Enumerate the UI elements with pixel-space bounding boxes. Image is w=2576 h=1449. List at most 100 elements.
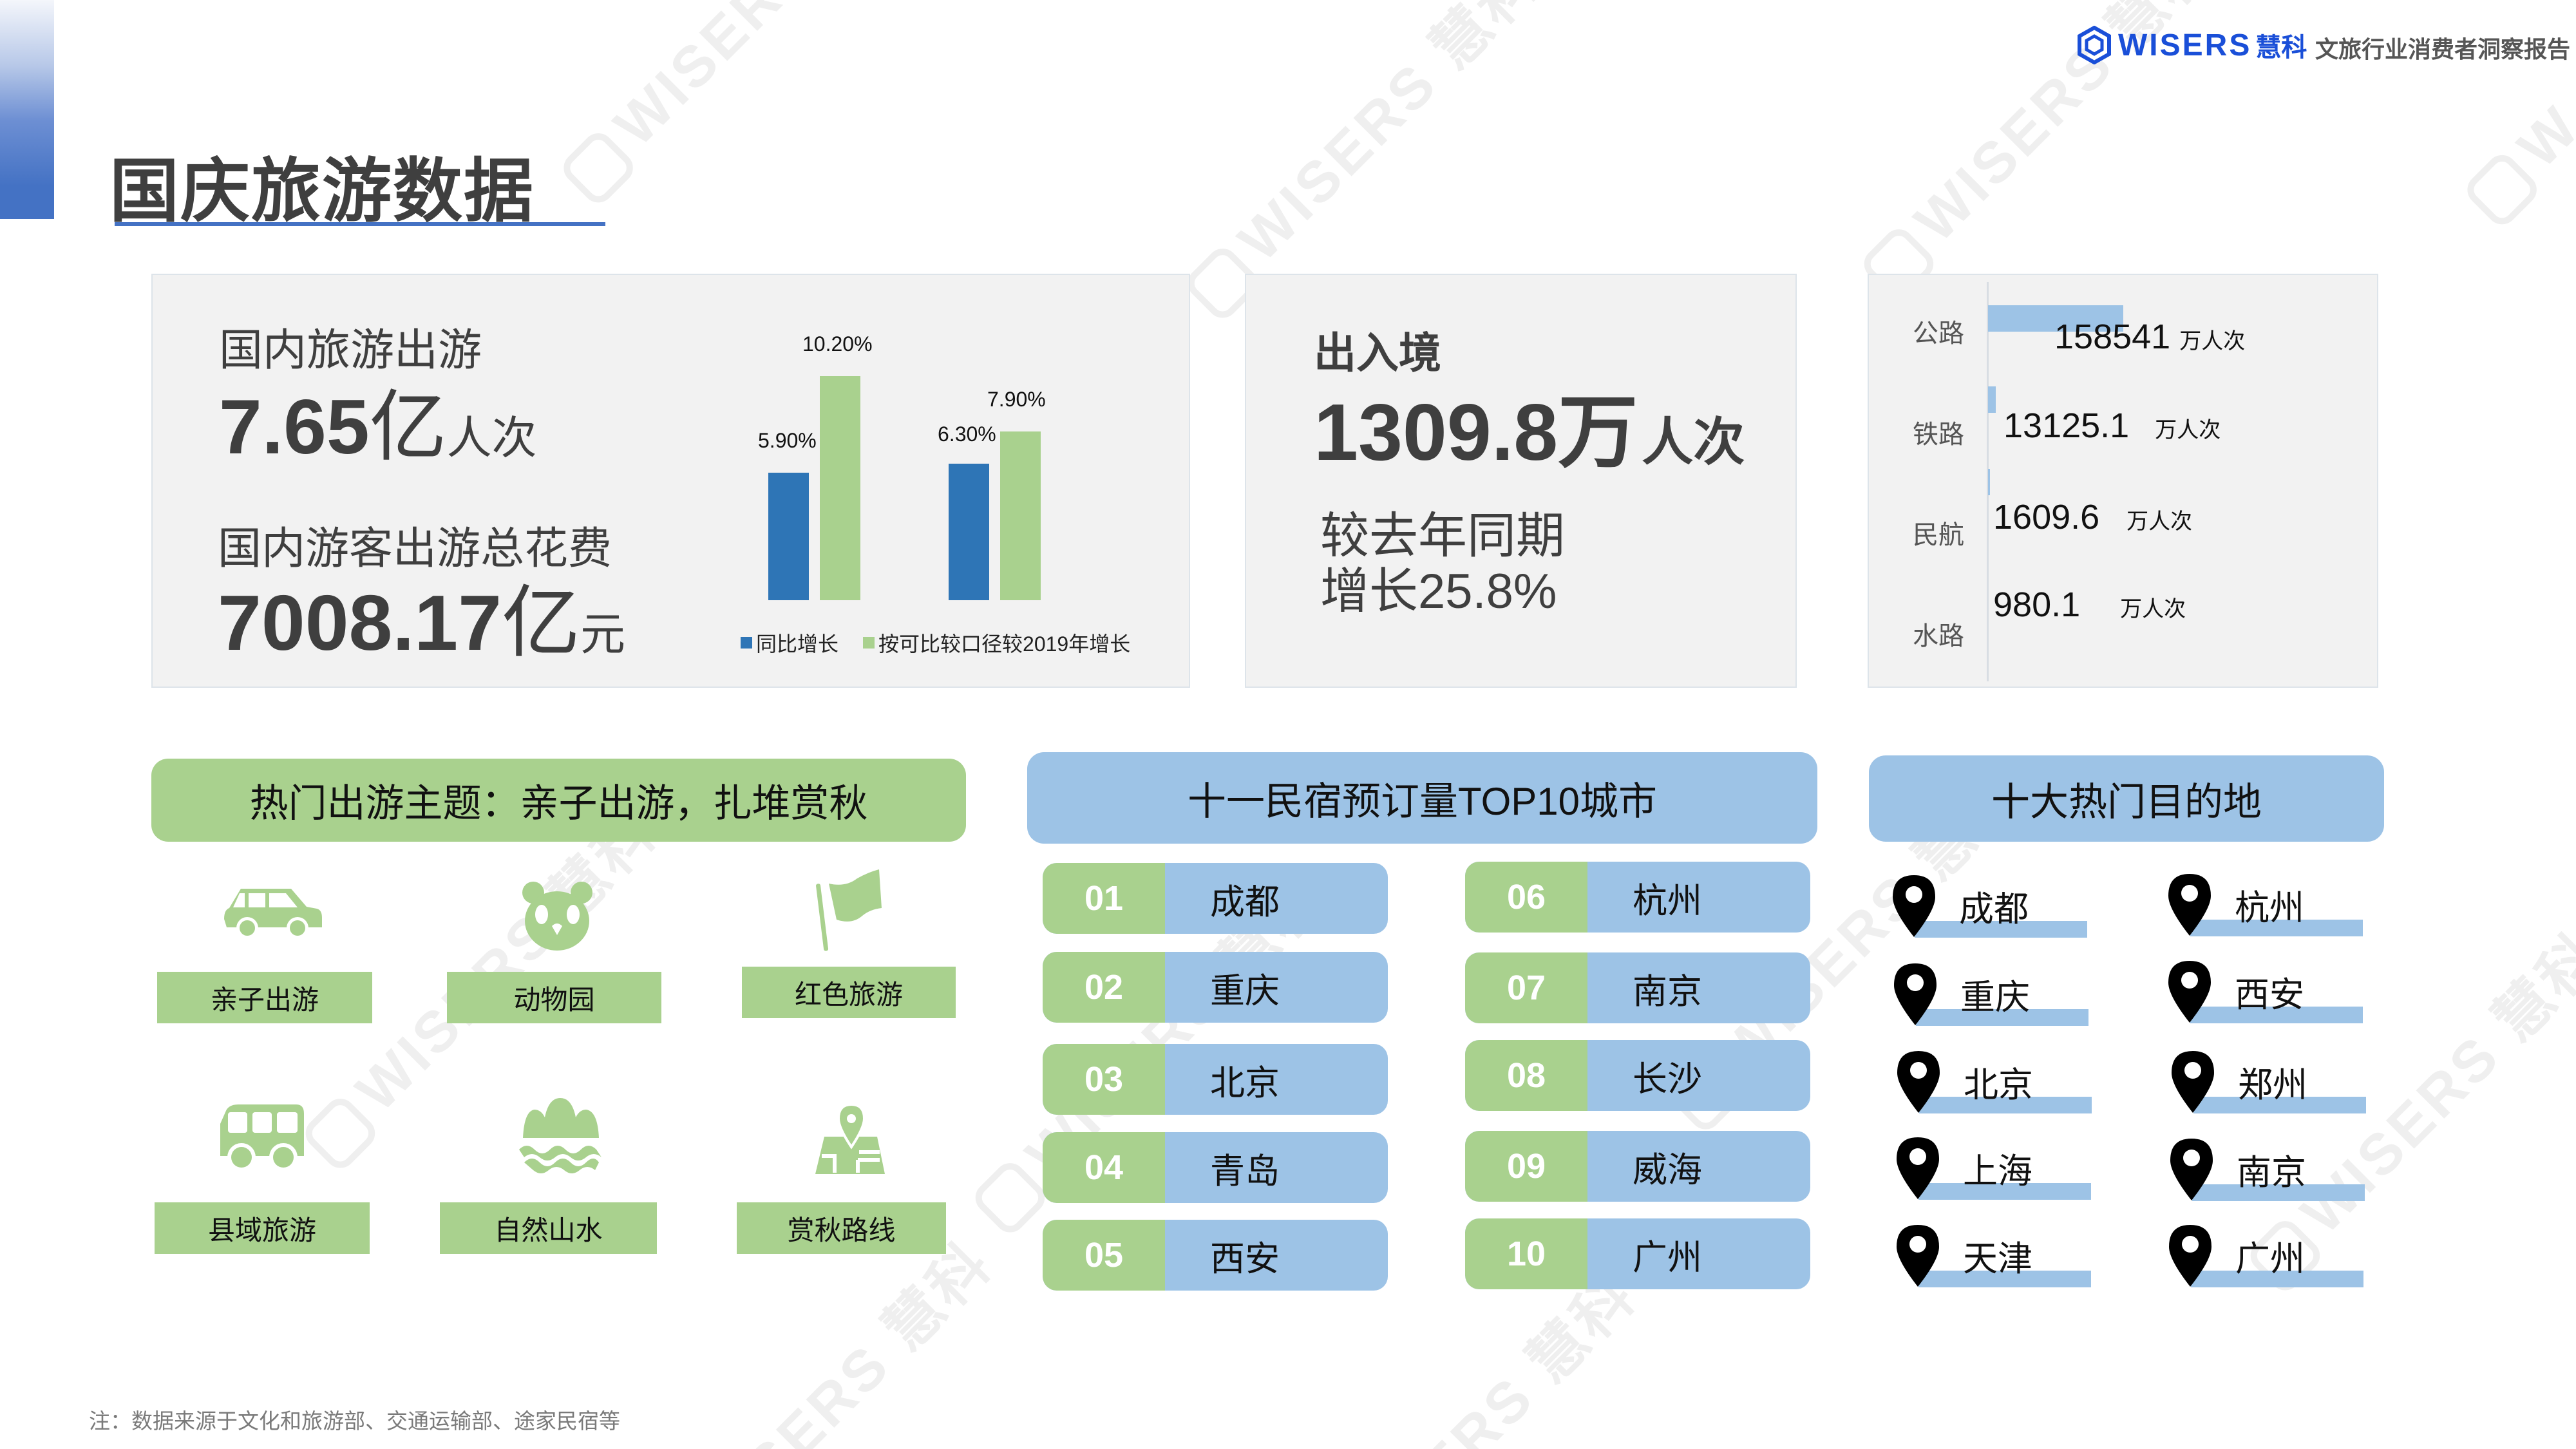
brand-name-cn: 慧科 <box>2255 33 2307 62</box>
unit: 万人次 <box>2120 597 2186 621</box>
theme-tag-red-tourism: 红色旅游 <box>742 967 956 1018</box>
rank-number: 03 <box>1043 1044 1165 1115</box>
legend-swatch-blue <box>741 637 752 649</box>
transport-label: 水路 <box>1913 622 1964 650</box>
theme-tag-county: 县域旅游 <box>155 1202 370 1254</box>
spend-unit-small: 元 <box>580 609 625 659</box>
growth-bar-chart: 5.90% 10.20% 6.30% 7.90% <box>741 332 1179 600</box>
rank-number: 09 <box>1465 1131 1587 1202</box>
theme-tag-family: 亲子出游 <box>157 972 372 1023</box>
destination-name: 西安 <box>2235 976 2304 1014</box>
rank-city: 成都 <box>1210 882 1280 922</box>
brand-name: WISERS <box>2118 28 2252 62</box>
transport-bar-rail <box>1988 386 1996 413</box>
border-crossing-panel <box>1245 274 1797 688</box>
destination-name: 重庆 <box>1960 978 2030 1017</box>
rank-number: 10 <box>1465 1218 1587 1289</box>
rank-row: 01 成都 <box>1043 863 1388 934</box>
destination-name: 上海 <box>1963 1152 2032 1191</box>
transport-label: 铁路 <box>1913 421 1964 449</box>
rank-row: 10 广州 <box>1465 1218 1810 1289</box>
bar-label: 6.30% <box>938 422 996 446</box>
rank-row: 09 威海 <box>1465 1131 1810 1202</box>
destination-item: 北京 <box>1896 1050 2108 1121</box>
destination-item: 广州 <box>2168 1224 2380 1294</box>
underline <box>1916 1009 2088 1026</box>
destination-item: 郑州 <box>2170 1050 2383 1121</box>
rank-number: 02 <box>1043 952 1165 1023</box>
border-number: 1309.8 <box>1314 388 1558 477</box>
destination-item: 天津 <box>1895 1224 2108 1294</box>
legend-label: 同比增长 <box>756 632 839 656</box>
unit: 万人次 <box>2126 509 2193 534</box>
brand-logo: WISERS 慧科 <box>2077 25 2307 65</box>
value: 158541 <box>2054 317 2171 356</box>
rank-city: 北京 <box>1210 1063 1280 1103</box>
rank-city: 广州 <box>1633 1238 1702 1277</box>
footnote: 注：数据来源于文化和旅游部、交通运输部、途家民宿等 <box>89 1409 620 1433</box>
border-value: 1309.8万人次 <box>1314 367 1745 483</box>
rank-number: 07 <box>1465 952 1587 1023</box>
domestic-trips-label: 国内旅游出游 <box>219 326 482 375</box>
transport-value-air: 1609.6 万人次 <box>1993 497 2192 537</box>
destination-item: 西安 <box>2167 960 2380 1030</box>
rank-city: 西安 <box>1210 1239 1280 1278</box>
rank-number: 01 <box>1043 863 1165 934</box>
border-unit-small: 人次 <box>1642 413 1745 471</box>
map-pin-icon <box>1897 1051 1940 1113</box>
destination-name: 南京 <box>2237 1153 2306 1192</box>
map-pin-icon <box>2170 1139 2213 1200</box>
domestic-spend-value: 7008.17亿元 <box>218 559 625 673</box>
report-title: 文旅行业消费者洞察报告 <box>2315 36 2571 62</box>
underline <box>2190 920 2363 936</box>
border-growth-line1: 较去年同期 <box>1320 509 1565 564</box>
underline <box>1915 921 2087 938</box>
border-unit-big: 万 <box>1558 388 1638 477</box>
destination-item: 南京 <box>2169 1137 2382 1208</box>
theme-tag-zoo: 动物园 <box>447 972 661 1023</box>
title-underline <box>115 222 605 226</box>
rank-city: 长沙 <box>1633 1059 1702 1099</box>
bar-label: 10.20% <box>802 332 873 355</box>
car-icon <box>222 886 325 943</box>
transport-label: 民航 <box>1913 521 1964 549</box>
transport-panel <box>1868 274 2378 688</box>
bar-trips-2019 <box>820 376 860 600</box>
destination-item: 重庆 <box>1893 962 2105 1033</box>
map-pin-icon <box>2168 961 2211 1023</box>
legend-label: 按可比较口径较2019年增长 <box>878 632 1131 656</box>
rank-number: 04 <box>1043 1132 1165 1203</box>
map-pin-icon <box>2169 1225 2211 1287</box>
mountain-water-icon <box>515 1098 605 1179</box>
rank-city: 青岛 <box>1210 1151 1280 1191</box>
destination-name: 广州 <box>2235 1240 2305 1278</box>
map-pin-route-icon <box>813 1103 890 1179</box>
spend-unit-big: 亿 <box>502 579 580 667</box>
theme-tag-nature: 自然山水 <box>440 1202 657 1254</box>
underline <box>2192 1184 2365 1201</box>
border-growth-line2: 增长25.8% <box>1320 564 1557 619</box>
transport-bar-road <box>1988 305 2123 332</box>
destination-name: 天津 <box>1963 1240 2032 1278</box>
underline <box>2191 1271 2363 1287</box>
page-title: 国庆旅游数据 <box>109 152 535 230</box>
theme-tag-autumn-route: 赏秋路线 <box>737 1202 946 1254</box>
bar-label: 5.90% <box>758 429 817 452</box>
value: 1609.6 <box>1993 498 2100 536</box>
destination-item: 杭州 <box>2167 873 2380 943</box>
underline <box>1919 1097 2092 1113</box>
domestic-trips-value: 7.65亿人次 <box>219 364 537 476</box>
map-pin-icon <box>1893 875 1935 937</box>
rank-city: 重庆 <box>1210 971 1280 1010</box>
underline <box>2190 1007 2363 1023</box>
legend-item: 按可比较口径较2019年增长 <box>863 628 1130 658</box>
watermark: W <box>2456 93 2576 231</box>
rank-row: 05 西安 <box>1043 1220 1388 1291</box>
map-pin-icon <box>2168 874 2211 936</box>
transport-bar-air <box>1988 469 1990 495</box>
destinations-heading: 十大热门目的地 <box>1869 755 2384 842</box>
destination-name: 成都 <box>1959 890 2029 929</box>
trips-number: 7.65 <box>219 384 370 470</box>
transport-value-water: 980.1 万人次 <box>1993 585 2186 625</box>
bar-trips-yoy <box>768 473 809 600</box>
